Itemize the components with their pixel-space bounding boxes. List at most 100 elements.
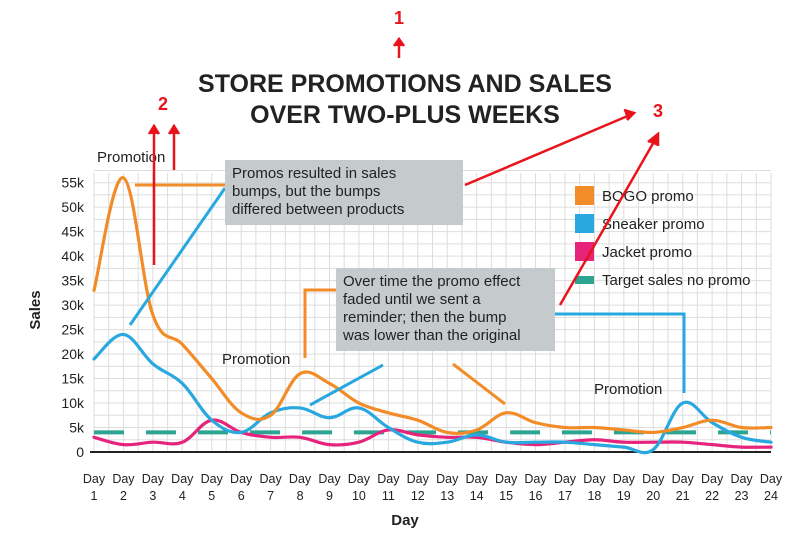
marker-2-arrowhead-b [167,123,181,135]
y-tick-label: 30k [61,297,85,313]
x-tick-labels: Day 1 Day 2 Day 3 Day 4 Day 5 Day 6 Day 7 Day 8 Day 9 Day 1… [83,472,783,503]
x-axis-label: Day [391,512,419,529]
y-tick-label: 50k [61,199,85,215]
x-tick-label: Day [112,472,135,486]
x-tick-label: Day [554,472,577,486]
x-tick-label: Day [760,472,783,486]
promotion-label-2: Promotion [222,351,290,368]
legend: BOGO promo Sneaker promo Jacket promo Ta… [575,186,750,289]
callout-2-line-4: was lower than the original [342,327,521,344]
x-tick-label: 2 [120,489,127,503]
x-tick-label: 15 [499,489,513,503]
x-tick-label: Day [466,472,489,486]
callout-box-2 [336,268,555,351]
y-tick-label: 15k [61,371,85,387]
y-tick-label: 20k [61,346,85,362]
y-tick-label: 25k [61,322,85,338]
x-tick-label: Day [524,472,547,486]
x-tick-label: Day [171,472,194,486]
x-tick-label: 18 [587,489,601,503]
x-tick-label: 4 [179,489,186,503]
y-tick-label: 55k [61,175,85,191]
chart-title-line-1: STORE PROMOTIONS AND SALES [198,70,612,98]
callout-1-line-1: Promos resulted in sales [232,165,396,182]
x-tick-label: Day [83,472,106,486]
x-tick-label: Day [672,472,695,486]
x-tick-label: Day [201,472,224,486]
legend-label-target: Target sales no promo [602,272,750,289]
marker-3-arrow-b [558,139,657,306]
x-tick-label: 23 [735,489,749,503]
x-tick-label: 1 [91,489,98,503]
x-tick-label: Day [348,472,371,486]
x-tick-label: Day [583,472,606,486]
chart-title-line-2: OVER TWO-PLUS WEEKS [250,101,560,129]
marker-3-arrow-a [464,113,631,187]
x-tick-label: 19 [617,489,631,503]
x-tick-label: 21 [676,489,690,503]
connector-orange-3 [452,362,506,406]
series-lines [92,176,773,455]
x-tick-label: Day [318,472,341,486]
x-tick-label: 24 [764,489,778,503]
series-line-bogo-promo [92,176,773,435]
x-tick-label: 12 [411,489,425,503]
x-tick-label: 7 [267,489,274,503]
x-tick-label: Day [436,472,459,486]
marker-2-arrowhead-a [147,123,161,135]
marker-3-arrowhead-a [623,108,637,121]
marker-3-label: 3 [653,101,663,121]
callout-2-line-1: Over time the promo effect [343,273,521,290]
x-tick-label: 3 [149,489,156,503]
x-tick-label: Day [407,472,430,486]
x-tick-label: 14 [470,489,484,503]
marker-3-arrowhead-b [647,131,660,146]
x-tick-label: 22 [705,489,719,503]
connector-orange-2 [303,288,340,358]
y-tick-label: 40k [61,248,85,264]
marker-1-arrowhead [392,36,406,47]
x-tick-label: Day [259,472,282,486]
connector-blue-1 [128,187,227,326]
legend-swatch-bogo [575,186,594,205]
legend-swatch-target [575,276,594,284]
connector-blue-2 [309,363,384,407]
y-tick-label: 10k [61,395,85,411]
marker-1-label: 1 [394,8,404,28]
y-tick-label: 35k [61,273,85,289]
legend-swatch-sneaker [575,214,594,233]
legend-label-jacket: Jacket promo [602,244,692,261]
y-tick-label: 0 [76,444,84,460]
x-tick-label: 8 [297,489,304,503]
y-tick-label: 45k [61,224,85,240]
series-line-jacket-promo [92,418,773,449]
y-tick-label: 5k [69,420,85,436]
x-tick-label: Day [613,472,636,486]
callout-connectors [128,183,686,407]
x-tick-label: Day [377,472,400,486]
marker-2-label: 2 [158,94,168,114]
x-tick-label: 6 [238,489,245,503]
connector-blue-3 [555,312,686,393]
legend-label-sneaker: Sneaker promo [602,216,705,233]
red-markers [147,36,660,306]
x-tick-label: 20 [646,489,660,503]
x-tick-label: Day [289,472,312,486]
x-tick-label: 17 [558,489,572,503]
callout-2-line-3: reminder; then the bump [343,309,506,326]
x-tick-label: 10 [352,489,366,503]
callout-box-1 [225,160,463,225]
x-tick-label: Day [701,472,724,486]
x-tick-label: 9 [326,489,333,503]
x-tick-label: Day [142,472,165,486]
callout-1-line-2: bumps, but the bumps [232,183,380,200]
x-tick-label: 5 [208,489,215,503]
x-tick-label: 11 [382,489,395,503]
x-tick-label: 13 [440,489,454,503]
series-line-sneaker-promo [92,332,773,455]
y-tick-labels: 0 5k 10k 15k 20k 25k 30k 35k 40k 45k 50k 55k [61,175,85,460]
x-tick-label: 16 [529,489,543,503]
promotion-label-1: Promotion [97,149,165,166]
x-tick-label: Day [730,472,753,486]
callout-1-line-3: differed between products [232,201,404,218]
